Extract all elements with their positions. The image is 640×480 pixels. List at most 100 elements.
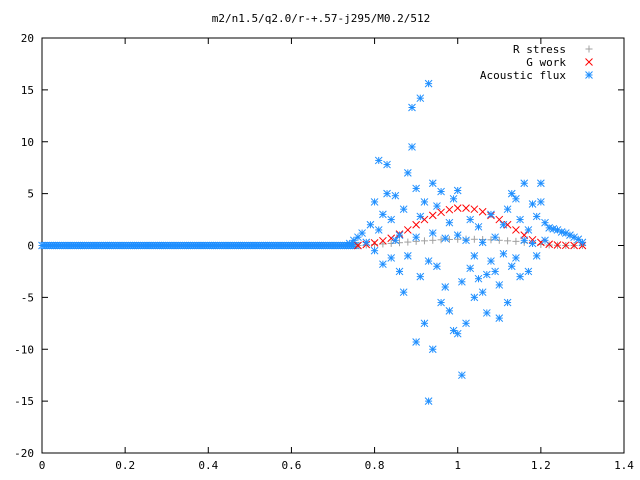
data-point [453, 231, 462, 239]
data-point [553, 241, 562, 249]
data-point [433, 262, 441, 271]
data-point [470, 252, 479, 260]
data-point [528, 235, 537, 244]
data-point [499, 220, 508, 229]
data-point [495, 215, 504, 224]
y-tick-label: 10 [21, 136, 34, 149]
y-tick-label: 0 [27, 240, 34, 253]
data-point [478, 238, 487, 247]
data-point [424, 397, 433, 405]
legend-label: R stress [513, 43, 566, 56]
data-point [437, 298, 445, 307]
data-point [524, 226, 533, 234]
data-point [449, 194, 458, 203]
data-point [374, 226, 383, 234]
data-point [420, 215, 429, 224]
data-point [404, 238, 412, 246]
data-point [462, 236, 470, 245]
data-point [345, 239, 354, 248]
x-tick-label: 1 [454, 459, 461, 472]
data-point [528, 239, 537, 248]
data-point [545, 241, 553, 249]
data-point [395, 231, 404, 239]
data-point [512, 254, 520, 262]
data-point [374, 156, 383, 165]
data-point [445, 218, 454, 227]
data-point [470, 205, 479, 214]
y-tick-label: 20 [21, 32, 34, 45]
data-point [462, 204, 470, 213]
data-point [349, 236, 358, 245]
data-point [503, 298, 512, 307]
data-point [491, 233, 499, 242]
data-point [537, 198, 545, 206]
data-point [387, 239, 395, 247]
data-point [532, 212, 541, 221]
y-tick-label: -5 [21, 291, 34, 304]
y-tick-label: -15 [14, 395, 34, 408]
data-point [412, 184, 420, 193]
data-point [462, 319, 470, 328]
data-point [379, 240, 387, 248]
data-point [524, 267, 533, 276]
data-point [420, 319, 429, 328]
data-point [441, 234, 450, 243]
data-point [416, 212, 425, 221]
data-point [503, 205, 512, 214]
data-point [424, 79, 433, 88]
data-point [516, 215, 524, 224]
data-point [403, 169, 412, 177]
data-point [507, 189, 516, 198]
data-point [470, 293, 479, 302]
y-tick-label: 15 [21, 84, 34, 97]
data-point [507, 262, 516, 271]
data-point [370, 239, 379, 247]
data-point [362, 238, 371, 247]
legend-marker [585, 71, 593, 79]
x-tick-label: 1.4 [614, 459, 634, 472]
data-point [399, 205, 408, 214]
data-point [482, 309, 491, 317]
data-point [428, 229, 437, 237]
data-point [387, 254, 396, 262]
data-point [537, 179, 545, 188]
data-point [395, 267, 404, 276]
data-point [495, 314, 504, 322]
data-point [399, 288, 408, 297]
x-tick-label: 0.4 [198, 459, 218, 472]
data-point [416, 272, 425, 281]
data-point [358, 229, 366, 237]
data-point [383, 189, 391, 198]
data-point [453, 204, 462, 213]
data-point [366, 220, 375, 229]
x-tick-label: 0.6 [281, 459, 301, 472]
data-point [403, 252, 412, 260]
data-point [370, 198, 379, 206]
data-point [416, 94, 425, 103]
data-point [541, 218, 549, 227]
data-point [495, 281, 504, 289]
data-point [408, 143, 416, 151]
data-point [487, 257, 495, 265]
data-point [491, 267, 499, 276]
data-point [487, 236, 495, 244]
data-point [433, 202, 441, 210]
data-point [371, 240, 379, 248]
data-point [445, 307, 454, 315]
data-point [437, 187, 445, 196]
data-point [512, 194, 520, 203]
data-point [412, 220, 420, 229]
data-point [379, 210, 387, 219]
data-point [520, 179, 529, 188]
data-point [570, 241, 578, 250]
data-point [470, 235, 478, 243]
data-point [429, 236, 437, 244]
data-point [354, 241, 362, 250]
data-point [437, 208, 445, 217]
legend-label: Acoustic flux [480, 69, 566, 82]
data-point [424, 257, 433, 265]
data-point [453, 329, 462, 338]
data-point [412, 233, 420, 242]
